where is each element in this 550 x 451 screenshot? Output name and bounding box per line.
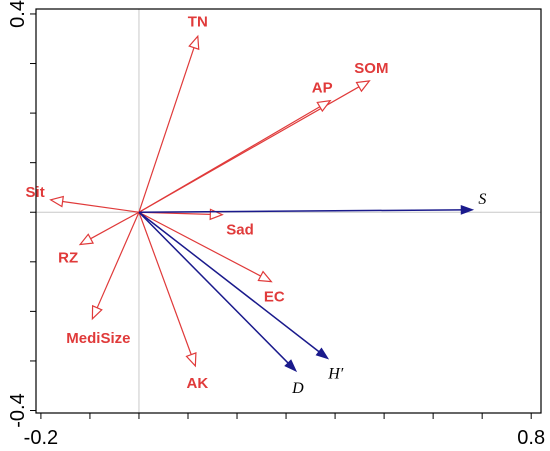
env-ak-line <box>138 212 192 355</box>
env-ap-arrowhead <box>316 99 332 113</box>
species-label-s: S <box>478 191 486 208</box>
env-ak-arrowhead <box>185 352 197 368</box>
env-ec-arrowhead <box>257 270 273 283</box>
x-tick-label-right: 0.8 <box>517 427 545 449</box>
species-label-h: H′ <box>327 365 344 382</box>
env-label-rz: RZ <box>58 249 78 266</box>
env-label-som: SOM <box>354 60 388 77</box>
plot-frame <box>35 8 542 414</box>
x-tick-label-left: -0.2 <box>24 427 58 449</box>
env-medisize-arrowhead <box>91 304 103 321</box>
species-h-arrowhead <box>315 347 330 360</box>
env-label-sit: Sit <box>26 184 45 201</box>
species-s-line <box>138 209 462 213</box>
env-rz-line <box>90 211 140 240</box>
species-s-arrowhead <box>460 204 475 215</box>
env-rz-arrowhead <box>78 233 95 246</box>
env-som-arrowhead <box>355 80 371 93</box>
env-ap-line <box>138 106 321 213</box>
species-h-line <box>138 211 320 353</box>
env-label-ak: AK <box>187 375 209 392</box>
env-tn-arrowhead <box>188 34 200 51</box>
y-tick-label-bottom: -0.4 <box>7 393 29 427</box>
env-sad-arrowhead <box>209 208 224 221</box>
env-medisize-line <box>96 211 140 309</box>
env-label-medisize: MediSize <box>66 330 130 347</box>
env-label-ec: EC <box>264 289 285 306</box>
y-tick-label-top: 0.4 <box>7 0 29 28</box>
env-sit-arrowhead <box>49 195 65 208</box>
env-label-sad: Sad <box>226 222 254 239</box>
env-label-ap: AP <box>312 80 333 97</box>
env-sit-line <box>62 200 140 213</box>
env-ec-line <box>138 211 261 277</box>
env-tn-line <box>138 47 195 213</box>
species-d-line <box>138 211 289 364</box>
species-label-d: D <box>291 380 304 397</box>
env-label-tn: TN <box>188 13 208 30</box>
species-d-arrowhead <box>284 359 298 373</box>
